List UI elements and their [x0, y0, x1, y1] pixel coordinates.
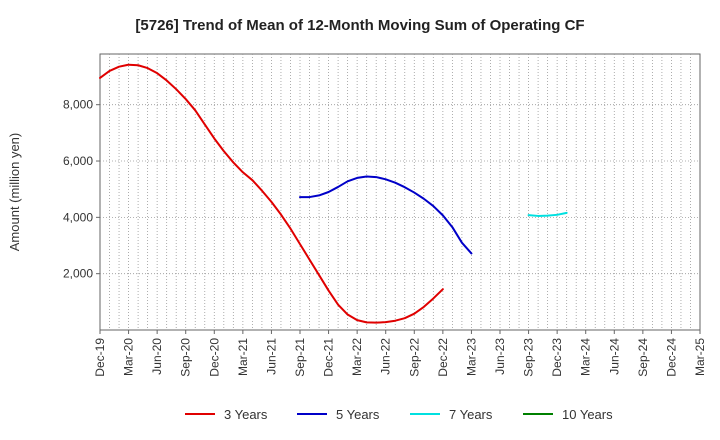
x-tick-label: Dec-22 — [436, 338, 450, 377]
x-tick-label: Sep-22 — [407, 338, 421, 377]
legend-label-3-years: 3 Years — [224, 407, 268, 422]
x-tick-label: Dec-21 — [322, 338, 336, 377]
x-tick-label: Dec-23 — [550, 338, 564, 377]
x-tick-label: Sep-24 — [636, 338, 650, 377]
x-tick-label: Jun-20 — [150, 338, 164, 375]
x-tick-label: Sep-23 — [522, 338, 536, 377]
x-tick-label: Jun-23 — [493, 338, 507, 375]
x-tick-label: Jun-22 — [379, 338, 393, 375]
x-tick-label: Mar-20 — [122, 338, 136, 376]
legend-label-5-years: 5 Years — [336, 407, 380, 422]
x-tick-label: Mar-22 — [350, 338, 364, 376]
series-line-3-years — [99, 63, 444, 324]
y-tick-label: 6,000 — [63, 154, 93, 168]
series-lines — [99, 63, 568, 324]
chart-title: [5726] Trend of Mean of 12-Month Moving … — [135, 17, 584, 34]
legend-label-10-years: 10 Years — [562, 407, 613, 422]
x-tick-label: Sep-20 — [179, 338, 193, 377]
x-tick-label: Mar-24 — [579, 338, 593, 376]
y-tick-label: 2,000 — [63, 267, 93, 281]
x-tick-label: Mar-23 — [464, 338, 478, 376]
x-tick-label: Sep-21 — [293, 338, 307, 377]
axes: 2,000 4,000 6,000 8,000 Dec-19 Mar-20 Jun-20 Se… — [63, 98, 707, 377]
legend-label-7-years: 7 Years — [449, 407, 493, 422]
x-tick-label: Jun-21 — [264, 338, 278, 375]
x-tick-label: Dec-19 — [93, 338, 107, 377]
y-tick-label: 8,000 — [63, 98, 93, 112]
legend: 3 Years 5 Years 7 Years 10 Years — [185, 407, 613, 422]
x-tick-label: Jun-24 — [607, 338, 621, 375]
plot-area — [99, 53, 701, 331]
y-axis-label: Amount (million yen) — [7, 133, 22, 252]
x-tick-label: Dec-20 — [207, 338, 221, 377]
x-tick-label: Dec-24 — [664, 338, 678, 377]
series-line-5-years — [299, 175, 473, 255]
x-tick-label: Mar-25 — [693, 338, 707, 376]
y-tick-label: 4,000 — [63, 210, 93, 224]
x-tick-label: Mar-21 — [236, 338, 250, 376]
series-line-7-years — [527, 211, 568, 217]
